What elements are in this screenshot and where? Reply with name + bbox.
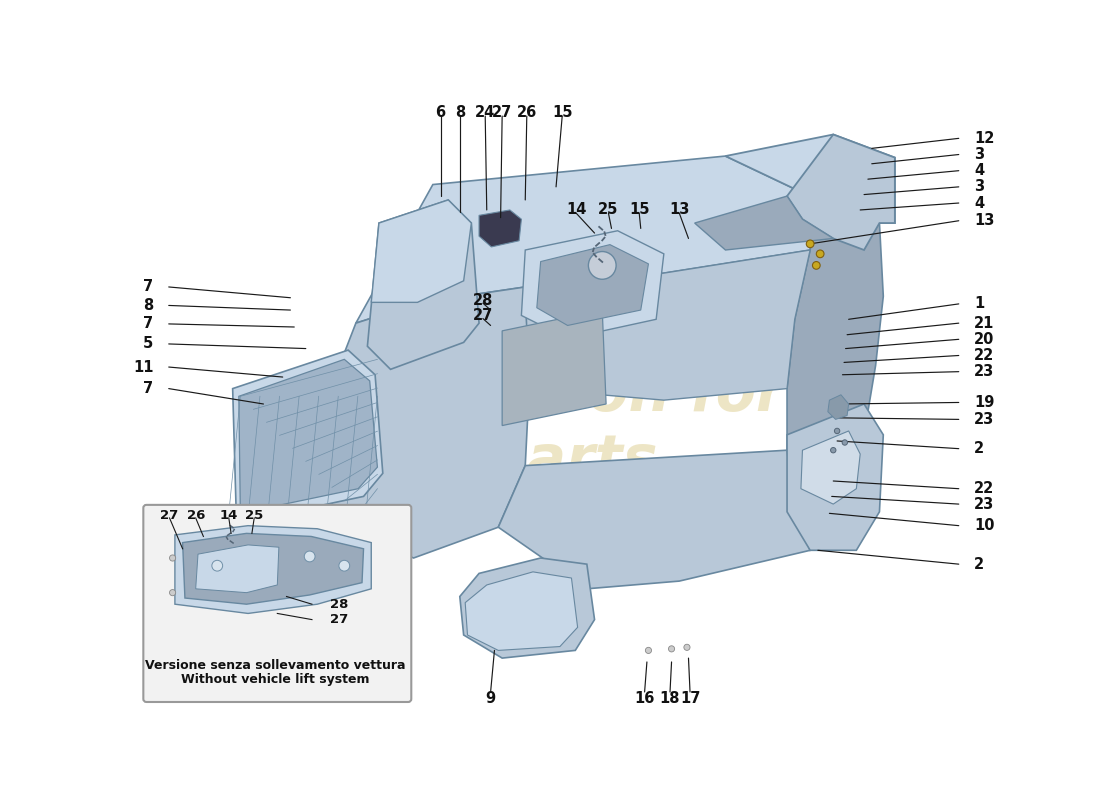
Text: 3: 3: [975, 179, 984, 194]
Circle shape: [843, 440, 847, 445]
Polygon shape: [175, 526, 372, 614]
Text: since: since: [541, 468, 663, 510]
Text: 27: 27: [330, 613, 349, 626]
Text: 7: 7: [143, 381, 153, 396]
Text: Without vehicle lift system: Without vehicle lift system: [180, 673, 370, 686]
Text: 6: 6: [436, 106, 446, 121]
Polygon shape: [521, 230, 664, 338]
Text: 13: 13: [975, 214, 994, 228]
Text: 20: 20: [975, 332, 994, 347]
Text: 23: 23: [975, 412, 994, 427]
Circle shape: [830, 447, 836, 453]
Text: 17: 17: [680, 690, 701, 706]
Polygon shape: [480, 210, 521, 247]
Circle shape: [806, 240, 814, 248]
Text: 5: 5: [143, 337, 153, 351]
Polygon shape: [788, 134, 895, 250]
Text: 28: 28: [330, 598, 349, 610]
Polygon shape: [183, 534, 363, 604]
Text: a passion for
parts: a passion for parts: [359, 366, 784, 489]
Polygon shape: [526, 250, 810, 400]
Text: 22: 22: [975, 481, 994, 496]
Circle shape: [212, 560, 222, 571]
Text: 2: 2: [975, 441, 984, 456]
Text: 26: 26: [187, 509, 205, 522]
Circle shape: [646, 647, 651, 654]
Text: 9: 9: [485, 690, 496, 706]
Polygon shape: [239, 359, 377, 514]
Circle shape: [669, 646, 674, 652]
Text: 3: 3: [975, 147, 984, 162]
Polygon shape: [233, 350, 383, 523]
Text: 4: 4: [975, 195, 984, 210]
Text: 4: 4: [975, 163, 984, 178]
Text: 11: 11: [133, 359, 153, 374]
Circle shape: [813, 262, 821, 270]
Polygon shape: [502, 310, 606, 426]
Circle shape: [835, 428, 839, 434]
Text: 16: 16: [635, 690, 654, 706]
Circle shape: [588, 251, 616, 279]
Text: 26: 26: [517, 106, 537, 121]
Circle shape: [816, 250, 824, 258]
Polygon shape: [695, 196, 834, 250]
Text: 7: 7: [143, 279, 153, 294]
Text: 23: 23: [975, 364, 994, 379]
Polygon shape: [367, 200, 480, 370]
Circle shape: [305, 551, 315, 562]
Polygon shape: [498, 450, 810, 589]
Polygon shape: [310, 287, 529, 558]
Text: 8: 8: [454, 106, 465, 121]
Polygon shape: [196, 545, 279, 593]
Text: 24: 24: [475, 106, 495, 121]
Circle shape: [169, 555, 176, 561]
Text: 27: 27: [473, 308, 493, 323]
Polygon shape: [537, 245, 649, 326]
Text: 10: 10: [975, 518, 994, 533]
Polygon shape: [788, 200, 883, 550]
Polygon shape: [372, 200, 472, 302]
Text: 25: 25: [598, 202, 618, 218]
Text: 2: 2: [975, 557, 984, 572]
Text: 18: 18: [660, 690, 680, 706]
Text: 13: 13: [669, 202, 690, 218]
Polygon shape: [465, 572, 578, 650]
Circle shape: [684, 644, 690, 650]
Text: 8: 8: [143, 298, 153, 313]
Text: Versione senza sollevamento vettura: Versione senza sollevamento vettura: [145, 659, 405, 672]
Text: 15: 15: [552, 106, 572, 121]
Text: 28: 28: [473, 293, 493, 307]
Text: 14: 14: [220, 509, 238, 522]
Polygon shape: [356, 156, 818, 323]
Text: 25: 25: [245, 509, 263, 522]
Polygon shape: [828, 394, 849, 419]
Text: 14: 14: [565, 202, 586, 218]
Polygon shape: [460, 558, 594, 658]
Text: 1: 1: [975, 296, 984, 311]
Text: 27: 27: [161, 509, 178, 522]
Circle shape: [339, 560, 350, 571]
Text: 21: 21: [975, 316, 994, 330]
Text: 12: 12: [975, 131, 994, 146]
Polygon shape: [801, 431, 860, 504]
Text: 7: 7: [143, 317, 153, 331]
Text: 22: 22: [975, 348, 994, 363]
Text: 19: 19: [975, 395, 994, 410]
Polygon shape: [788, 404, 883, 550]
Circle shape: [169, 590, 176, 596]
Text: 27: 27: [492, 106, 513, 121]
Polygon shape: [726, 134, 895, 223]
Text: 15: 15: [629, 202, 649, 218]
FancyBboxPatch shape: [143, 505, 411, 702]
Text: 23: 23: [975, 497, 994, 512]
